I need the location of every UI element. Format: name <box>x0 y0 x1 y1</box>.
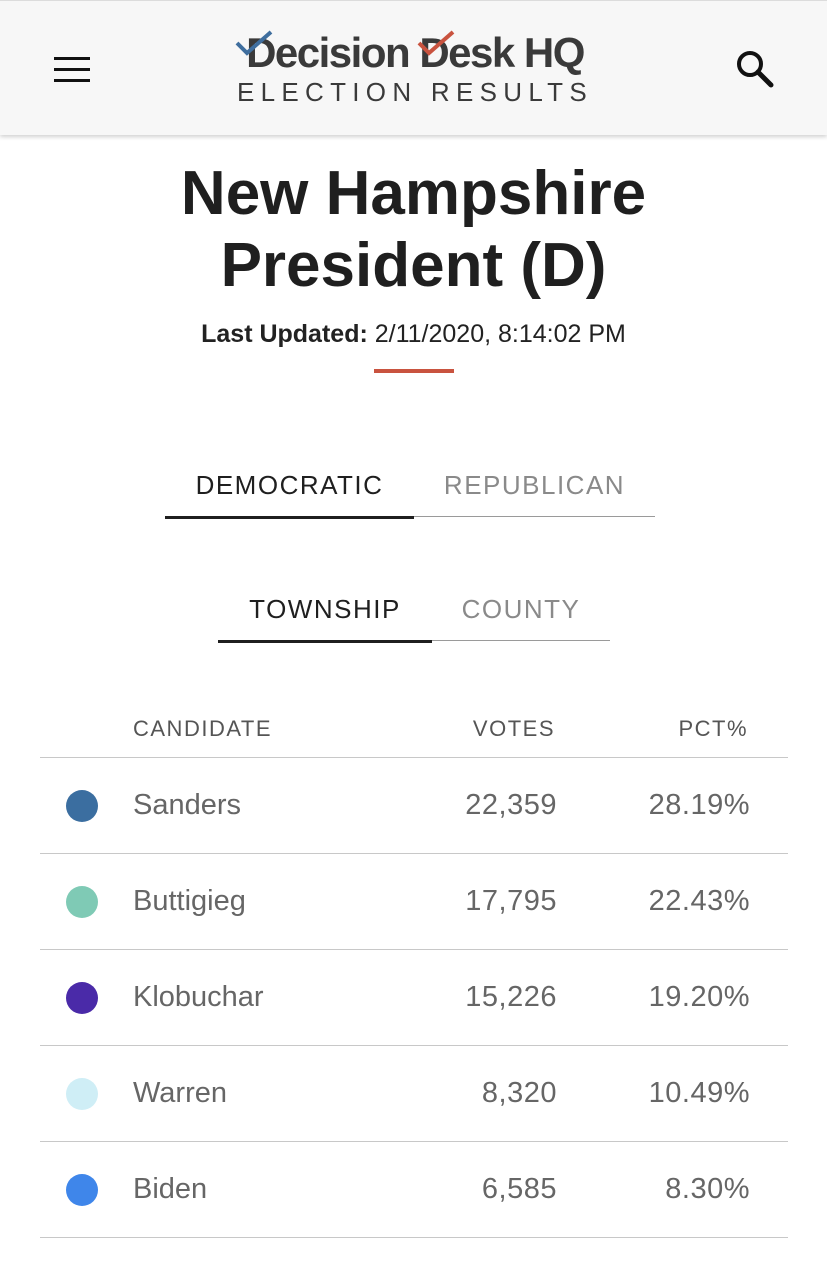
candidate-color-dot <box>66 790 98 822</box>
table-row[interactable]: Biden 6,585 8.30% <box>40 1142 788 1238</box>
table-header: CANDIDATE VOTES PCT% <box>40 700 788 758</box>
blue-check-icon <box>235 30 273 56</box>
level-tabs: TOWNSHIP COUNTY <box>218 588 610 643</box>
candidate-name: Biden <box>133 1173 208 1205</box>
candidate-votes: 8,320 <box>481 1077 557 1109</box>
candidate-pct: 8.30% <box>665 1173 750 1205</box>
candidate-votes: 6,585 <box>481 1173 557 1205</box>
results-table: CANDIDATE VOTES PCT% Sanders 22,359 28.1… <box>40 700 788 1238</box>
column-header-votes[interactable]: VOTES <box>472 716 555 741</box>
hamburger-menu-icon[interactable] <box>52 55 92 85</box>
candidate-votes: 17,795 <box>465 885 557 917</box>
column-header-pct[interactable]: PCT% <box>678 716 748 741</box>
candidate-pct: 19.20% <box>648 981 750 1013</box>
last-updated-label: Last Updated: <box>201 320 368 348</box>
table-row[interactable]: Klobuchar 15,226 19.20% <box>40 950 788 1046</box>
logo[interactable]: Decision Desk HQ ELECTION RESULTS <box>232 29 598 109</box>
candidate-color-dot <box>66 982 98 1014</box>
table-row[interactable]: Warren 8,320 10.49% <box>40 1046 788 1142</box>
party-tabs: DEMOCRATIC REPUBLICAN <box>165 464 655 519</box>
tab-democratic[interactable]: DEMOCRATIC <box>165 464 414 519</box>
candidate-votes: 22,359 <box>465 789 557 821</box>
accent-divider <box>374 369 454 373</box>
candidate-name: Sanders <box>133 789 242 821</box>
page-title-line2: President (D) <box>220 231 607 300</box>
candidate-pct: 22.43% <box>648 885 750 917</box>
candidate-pct: 28.19% <box>648 789 750 821</box>
search-icon[interactable] <box>735 49 775 89</box>
tab-township[interactable]: TOWNSHIP <box>218 588 432 643</box>
logo-subtitle: ELECTION RESULTS <box>236 77 594 107</box>
page-title-line1: New Hampshire <box>180 159 647 228</box>
app-header: Decision Desk HQ ELECTION RESULTS <box>0 0 827 135</box>
table-row[interactable]: Buttigieg 17,795 22.43% <box>40 854 788 950</box>
candidate-color-dot <box>66 1078 98 1110</box>
candidate-pct: 10.49% <box>648 1077 750 1109</box>
candidate-name: Klobuchar <box>133 981 264 1013</box>
tab-county[interactable]: COUNTY <box>432 588 610 641</box>
table-row[interactable]: Sanders 22,359 28.19% <box>40 758 788 854</box>
red-check-icon <box>417 30 455 56</box>
candidate-color-dot <box>66 886 98 918</box>
tab-republican[interactable]: REPUBLICAN <box>414 464 655 517</box>
candidate-name: Buttigieg <box>133 885 246 917</box>
candidate-votes: 15,226 <box>465 981 557 1013</box>
candidate-name: Warren <box>133 1077 227 1109</box>
column-header-candidate[interactable]: CANDIDATE <box>133 716 272 741</box>
last-updated: Last Updated: 2/11/2020, 8:14:02 PM <box>0 320 827 349</box>
page-title: New Hampshire President (D) <box>0 158 827 302</box>
candidate-color-dot <box>66 1174 98 1206</box>
last-updated-value: 2/11/2020, 8:14:02 PM <box>374 320 626 348</box>
logo-wordmark: Decision Desk HQ <box>246 29 585 76</box>
